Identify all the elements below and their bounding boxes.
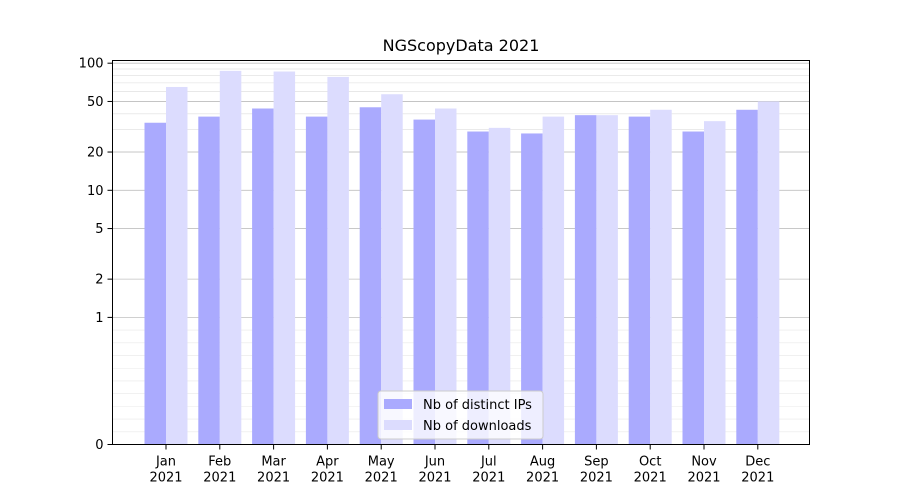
- y-tick-label: 2: [95, 273, 103, 288]
- chart-title: NGScopyData 2021: [383, 36, 540, 55]
- bar-ips: [628, 116, 651, 445]
- legend-box: [377, 390, 544, 440]
- plot-frame: [112, 60, 810, 445]
- y-tick-label: 50: [87, 95, 104, 110]
- bar-ips: [467, 131, 489, 445]
- bar-downloads: [381, 94, 403, 445]
- y-tick-label: 5: [95, 222, 103, 237]
- x-tick-label-month: Mar: [261, 455, 286, 470]
- x-tick-label-month: Feb: [208, 455, 231, 470]
- x-tick-label-month: Aug: [530, 455, 555, 470]
- x-tick-label-month: Apr: [316, 455, 339, 470]
- bar-ips: [736, 109, 758, 445]
- bar-ips: [413, 119, 435, 445]
- x-tick-label-year: 2021: [472, 471, 505, 486]
- bar-ips: [198, 116, 220, 445]
- y-tick-label: 10: [87, 184, 104, 199]
- x-tick-label-month: May: [368, 455, 395, 470]
- bar-downloads: [704, 121, 726, 445]
- bar-downloads: [327, 76, 349, 445]
- x-tick-label-year: 2021: [365, 471, 398, 486]
- legend: Nb of distinct IPs Nb of downloads: [377, 390, 544, 440]
- x-tick-label-year: 2021: [687, 471, 720, 486]
- x-tick-label-month: Jun: [424, 455, 445, 470]
- x-tick-label-year: 2021: [149, 471, 182, 486]
- x-tick-label-month: Dec: [745, 455, 770, 470]
- legend-swatch: [384, 420, 412, 430]
- bars: [144, 70, 780, 445]
- bar-downloads: [435, 108, 457, 445]
- bar-downloads: [596, 115, 618, 445]
- bar-ips: [305, 116, 328, 445]
- x-tick-label-year: 2021: [418, 471, 451, 486]
- x-axis: Jan2021Feb2021Mar2021Apr2021May2021Jun20…: [149, 444, 774, 486]
- x-tick-label-month: Nov: [691, 455, 717, 470]
- legend-label: Nb of downloads: [423, 419, 532, 434]
- y-tick-label: 20: [87, 146, 104, 161]
- x-tick-label-year: 2021: [741, 471, 774, 486]
- y-tick-label: 100: [79, 57, 104, 72]
- x-tick-label-month: Jul: [480, 455, 497, 470]
- x-tick-label-year: 2021: [311, 471, 344, 486]
- x-tick-label-month: Sep: [584, 455, 609, 470]
- bar-downloads: [166, 86, 188, 445]
- bar-ips: [359, 107, 382, 445]
- legend-swatch: [384, 399, 412, 409]
- x-tick-label-month: Jan: [155, 455, 176, 470]
- x-tick-label-year: 2021: [526, 471, 559, 486]
- bar-downloads: [542, 116, 565, 445]
- x-tick-label-month: Oct: [639, 455, 661, 470]
- bar-ips: [252, 108, 274, 445]
- bar-ips: [682, 131, 704, 445]
- legend-label: Nb of distinct IPs: [423, 398, 532, 413]
- x-tick-label-year: 2021: [257, 471, 290, 486]
- bar-ips: [521, 133, 543, 445]
- bar-downloads: [273, 71, 296, 445]
- bar-ips: [574, 115, 597, 445]
- x-tick-label-year: 2021: [634, 471, 667, 486]
- x-tick-label-year: 2021: [203, 471, 236, 486]
- bar-downloads: [757, 101, 780, 445]
- y-tick-label: 1: [95, 311, 103, 326]
- bar-downloads: [650, 109, 672, 445]
- bar-downloads: [219, 70, 242, 445]
- bar-ips: [144, 122, 166, 445]
- y-axis: 0 1 2 5 10 20 50 100: [79, 57, 113, 453]
- x-tick-label-year: 2021: [580, 471, 613, 486]
- y-tick-label: 0: [95, 438, 103, 453]
- bar-downloads: [488, 127, 511, 445]
